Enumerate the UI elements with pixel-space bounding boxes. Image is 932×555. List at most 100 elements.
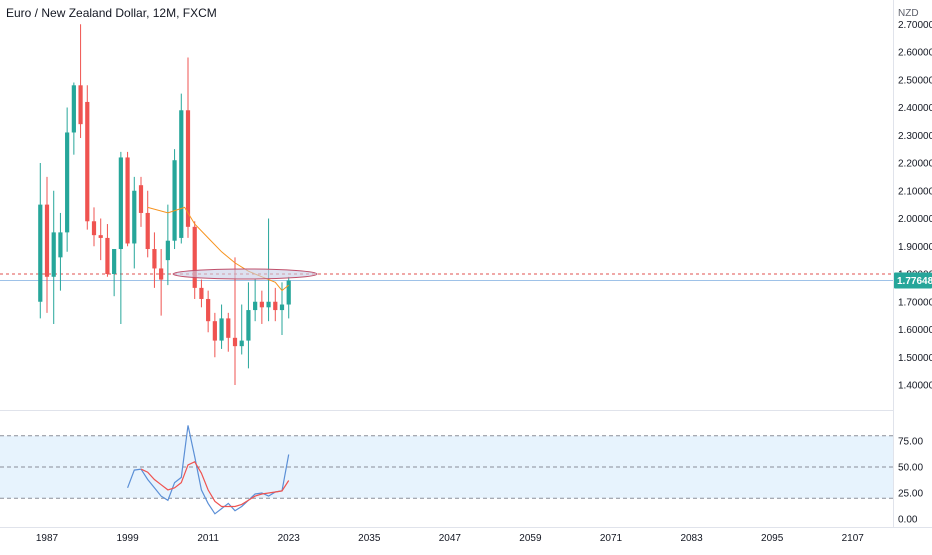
candle [38,163,43,319]
candle-body [266,301,271,308]
x-tick-label: 2047 [439,533,462,544]
candle [78,24,83,139]
candle [179,93,184,244]
osc-tick-label: 50.00 [898,463,923,474]
x-tick-label: 2023 [278,533,301,544]
candle-body [179,110,184,238]
candle [85,85,90,230]
y-tick-label: 1.50000 [898,353,932,364]
candle-body [273,301,278,311]
y-tick-label: 1.40000 [898,381,932,392]
candle [226,312,231,352]
candle [132,176,137,269]
candle-body [192,226,197,288]
candle [98,218,103,261]
candle [138,176,144,227]
y-tick-label: 2.10000 [898,186,932,197]
candle-body [132,190,137,244]
candle-body [212,321,217,341]
candle [71,82,76,155]
y-tick-label: 1.90000 [898,242,932,253]
candle [112,249,117,297]
last-price-badge-bg [894,272,932,289]
candle-body [253,301,258,311]
candle-body [226,318,231,338]
candle [51,190,56,324]
candle-body [219,318,224,341]
moving-average-line [147,206,290,292]
candle-body [259,301,264,308]
x-tick-label: 1999 [116,533,139,544]
candle [165,204,170,286]
candle [172,149,177,250]
candle-body [246,310,251,341]
candle [65,107,70,252]
osc-tick-label: 0.00 [898,515,918,526]
osc-tick-label: 25.00 [898,489,923,500]
x-tick-label: 1987 [36,533,59,544]
y-tick-label: 2.50000 [898,75,932,86]
candle [286,276,291,319]
x-tick-label: 2107 [842,533,865,544]
candle [192,221,197,299]
candle-body [185,110,191,227]
currency-label: NZD [898,8,919,19]
candle-body [165,240,170,261]
x-tick-label: 2083 [680,533,703,544]
candle [246,282,251,369]
x-tick-label: 2011 [197,533,219,544]
candle [125,151,130,247]
x-tick-label: 2095 [761,533,784,544]
candle-body [286,280,291,305]
osc-tick-label: 75.00 [898,437,923,448]
candle-body [44,204,50,277]
candle-body [91,221,97,236]
ellipse-annotation [172,268,318,280]
candle-body [172,160,177,241]
candle [185,57,191,238]
x-tick-label: 2071 [600,533,623,544]
y-tick-label: 2.20000 [898,159,932,170]
candle [145,190,150,258]
candle [206,290,211,333]
candle [212,312,217,358]
candle-body [112,249,117,274]
candle [58,212,63,291]
y-tick-label: 2.70000 [898,20,932,31]
last-price-label: 1.77648 [897,276,932,287]
x-tick-label: 2059 [519,533,542,544]
y-tick-label: 2.60000 [898,48,932,59]
candle-body [145,212,150,250]
candle [159,249,164,316]
chart-title: Euro / New Zealand Dollar, 12M, FXCM [6,6,217,20]
candle-body [38,204,43,302]
candle [259,290,264,324]
candle [219,304,224,349]
rsi-line [127,425,290,515]
candle-body [232,337,238,347]
candle-body [98,235,103,238]
candle-body [152,249,157,269]
y-tick-label: 2.00000 [898,214,932,225]
candle [253,279,258,322]
candle [199,279,204,308]
candle [44,176,50,313]
candle-body [58,232,63,258]
last-price-badge: 1.77648 [894,272,932,289]
candle-body [159,268,164,280]
candle-body [78,85,83,125]
x-tick-label: 2035 [358,533,381,544]
candle-body [138,185,144,213]
candle [105,224,110,277]
y-tick-label: 2.30000 [898,131,932,142]
candle-body [239,340,244,347]
y-tick-label: 2.40000 [898,103,932,114]
candle-body [51,232,56,277]
candle [239,304,244,355]
candle [152,232,157,288]
candle-body [85,101,90,222]
rsi-signal-line [140,461,290,508]
candle-body [105,237,110,274]
